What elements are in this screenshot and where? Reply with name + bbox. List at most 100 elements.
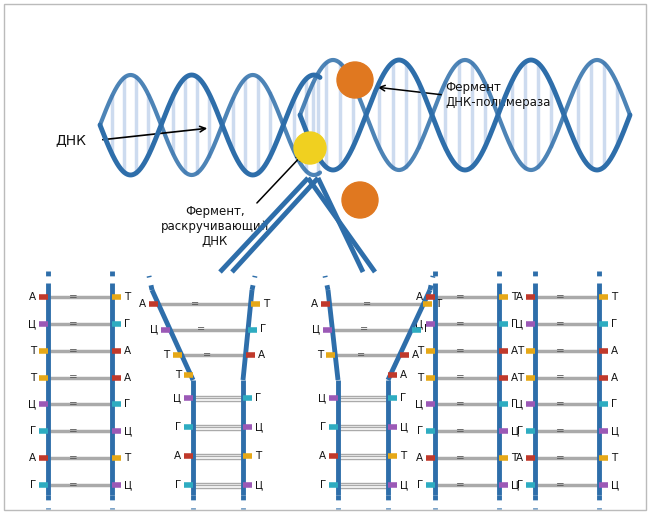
Text: Ц: Ц [318,393,326,403]
Text: Т: Т [400,451,406,461]
Text: Г: Г [417,480,423,490]
Text: Ц: Ц [124,426,132,436]
Text: А: А [311,299,318,309]
Text: А: А [29,453,36,463]
Text: Т: Т [124,453,130,463]
Text: Т: Т [436,299,442,309]
Text: Т: Т [317,350,323,360]
Text: Г: Г [517,426,523,436]
Text: =: = [69,346,78,356]
Text: Фермент
ДНК-полимераза: Фермент ДНК-полимераза [445,81,551,109]
Circle shape [337,62,373,98]
Text: =: = [363,299,371,309]
Text: А: А [511,346,518,356]
Text: Т: Т [255,451,261,461]
Text: А: А [611,346,618,356]
Text: Ц: Ц [313,324,320,335]
Text: Г: Г [511,399,517,410]
Text: =: = [556,346,565,356]
Text: Г: Г [30,480,36,490]
Text: Г: Г [400,393,406,403]
Text: =: = [69,373,78,382]
Text: =: = [556,453,565,463]
Text: А: А [611,373,618,382]
Text: Ц: Ц [124,480,132,490]
Text: Г: Г [517,480,523,490]
Text: Ц: Ц [415,399,423,410]
Text: А: А [124,373,131,382]
Text: Т: Т [124,292,130,302]
Text: Т: Т [175,370,181,380]
Text: Т: Т [517,373,523,382]
Text: =: = [456,292,465,302]
Text: Т: Т [517,346,523,356]
Text: Г: Г [320,422,326,432]
Text: Ц: Ц [611,426,619,436]
Text: А: А [400,370,407,380]
Text: Ц: Ц [400,422,408,432]
Text: А: А [411,350,419,360]
Text: А: А [516,292,523,302]
Text: Г: Г [30,426,36,436]
Text: =: = [556,319,565,329]
Text: Ц: Ц [400,480,408,490]
Text: Т: Т [417,346,423,356]
Text: Т: Т [611,453,618,463]
Text: А: А [174,451,181,461]
Text: Ц: Ц [511,426,519,436]
Text: =: = [456,480,465,490]
Text: =: = [69,453,78,463]
Text: =: = [69,480,78,490]
Text: Т: Т [511,292,517,302]
Text: Г: Г [124,399,130,410]
Text: А: А [511,373,518,382]
Text: Г: Г [611,399,618,410]
Text: Т: Т [611,292,618,302]
Text: =: = [191,299,200,309]
Text: =: = [69,292,78,302]
Text: =: = [456,399,465,410]
Text: =: = [69,319,78,329]
Text: Г: Г [175,422,181,432]
Text: А: А [516,453,523,463]
Text: Т: Т [511,453,517,463]
Text: =: = [456,319,465,329]
Text: Т: Т [417,373,423,382]
Text: Ц: Ц [415,319,423,329]
Text: =: = [556,292,565,302]
Text: Ц: Ц [28,399,36,410]
Text: Ц: Ц [28,319,36,329]
Text: =: = [357,350,365,360]
Text: Ц: Ц [611,480,619,490]
Text: Ц: Ц [255,422,263,432]
Text: =: = [456,426,465,436]
Text: Ц: Ц [150,324,158,335]
Text: =: = [203,350,211,360]
Text: =: = [456,453,465,463]
Text: А: А [319,451,326,461]
Text: Ц: Ц [173,393,181,403]
Text: А: А [416,292,423,302]
Text: Фермент,
раскручивающий
ДНК: Фермент, раскручивающий ДНК [161,205,269,248]
Text: Т: Т [263,299,269,309]
Text: А: А [257,350,265,360]
Text: Г: Г [255,393,261,403]
Text: А: А [416,453,423,463]
Text: Г: Г [260,324,266,335]
Text: Ц: Ц [511,480,519,490]
Text: Ц: Ц [515,319,523,329]
Text: =: = [69,399,78,410]
Text: Т: Т [30,373,36,382]
Text: Г: Г [611,319,618,329]
Circle shape [294,132,326,164]
Text: ДНК: ДНК [55,133,86,147]
Text: =: = [456,373,465,382]
Text: Ц: Ц [255,480,263,490]
Text: =: = [197,324,205,335]
Text: Г: Г [175,480,181,490]
Text: =: = [556,399,565,410]
Text: Г: Г [417,426,423,436]
Text: =: = [456,346,465,356]
Text: Г: Г [320,480,326,490]
Text: Ц: Ц [515,399,523,410]
